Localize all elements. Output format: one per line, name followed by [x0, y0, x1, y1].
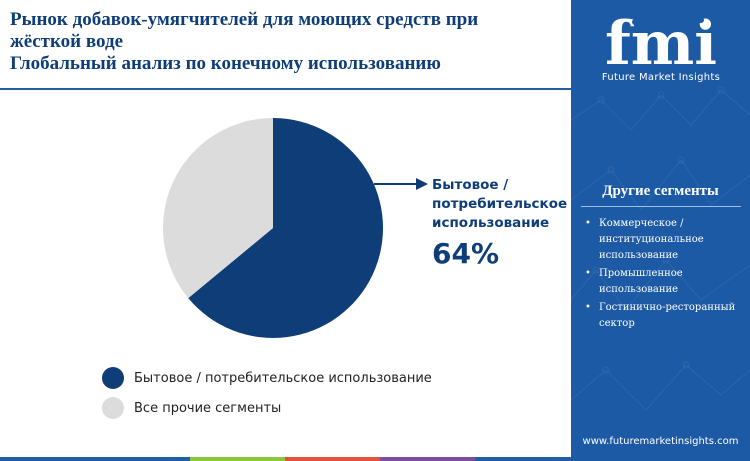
- logo-caption: Future Market Insights: [601, 72, 721, 83]
- legend-swatch: [102, 367, 124, 389]
- legend-label: Все прочие сегменты: [134, 400, 282, 416]
- website-url: www.futuremarketinsights.com: [582, 436, 739, 447]
- side-divider: [581, 206, 741, 207]
- legend-swatch: [102, 397, 124, 419]
- callout-label-line-1: Бытовое /: [432, 177, 509, 193]
- list-item: Коммерческое / институциональное использ…: [585, 216, 745, 264]
- bottom-color-bar: [0, 457, 571, 461]
- pie-slice-2: [163, 118, 273, 299]
- legend-item: Бытовое / потребительское использование: [102, 366, 432, 390]
- callout-label-line-2: потребительское: [432, 196, 568, 212]
- callout-value: 64%: [432, 237, 500, 270]
- pie-callout: Бытовое / потребительское использование …: [432, 176, 567, 271]
- title-line-1: Рынок добавок-умягчителей для моющих сре…: [10, 9, 479, 30]
- bar-segment: [285, 457, 380, 461]
- legend-item: Все прочие сегменты: [102, 396, 432, 420]
- title-divider: [0, 88, 571, 90]
- list-item: Гостинично-ресторанный сектор: [585, 300, 745, 332]
- list-item: Промышленное использование: [585, 266, 745, 298]
- chart-title: Рынок добавок-умягчителей для моющих сре…: [10, 9, 565, 75]
- fmi-logo: fmi Future Market Insights: [591, 8, 731, 88]
- bar-segment: [475, 457, 571, 461]
- bar-segment: [380, 457, 475, 461]
- callout-label-line-3: использование: [432, 215, 550, 231]
- other-segments-list: Коммерческое / институциональное использ…: [585, 216, 745, 334]
- title-line-2: жёсткой воде: [10, 31, 123, 52]
- pie-chart: [163, 118, 383, 338]
- title-line-3: Глобальный анализ по конечному использов…: [10, 53, 441, 74]
- callout-arrow-icon: [374, 178, 428, 190]
- bar-segment: [0, 457, 190, 461]
- legend-label: Бытовое / потребительское использование: [134, 370, 432, 386]
- bar-segment: [190, 457, 285, 461]
- pie-slice-1: [188, 118, 383, 338]
- other-segments-heading: Другие сегменты: [602, 183, 719, 199]
- chart-legend: Бытовое / потребительское использование …: [102, 366, 432, 426]
- fmi-logo-icon: fmi: [605, 9, 717, 70]
- side-panel: fmi Future Market Insights Другие сегмен…: [571, 0, 750, 461]
